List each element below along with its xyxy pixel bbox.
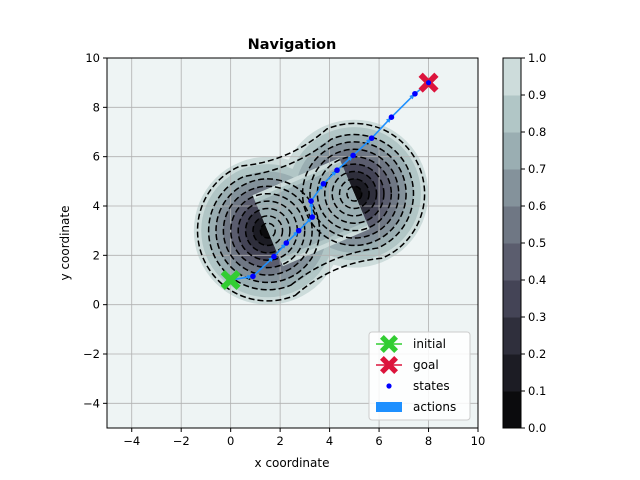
- contour-line: [215, 178, 321, 284]
- state-point: [334, 167, 340, 174]
- legend-goal-icon: [380, 356, 398, 374]
- contour-line: [222, 185, 313, 276]
- colorbar-tick-label: 0.6: [528, 199, 546, 213]
- colorbar-tick-label: 1.0: [528, 51, 546, 65]
- colorbar-tick-label: 0.2: [528, 347, 546, 361]
- initial-marker: [220, 270, 241, 290]
- x-tick-label: 4: [326, 434, 333, 448]
- legend-label: states: [413, 379, 450, 393]
- contour-line: [324, 163, 385, 224]
- colorbar: 0.0 0.1 0.2 0.3 0.4 0.5 0.6 0.7 0.8 0.9 1.0: [502, 51, 546, 435]
- legend-label: goal: [413, 358, 439, 372]
- y-tick-label: 0: [93, 298, 100, 312]
- legend-states-icon: [386, 383, 392, 389]
- legend-frame: [368, 331, 471, 421]
- contour-line: [259, 222, 276, 239]
- colorbar-tick-label: 0.9: [528, 88, 546, 102]
- x-tick-label: 2: [276, 434, 283, 448]
- state-point: [250, 273, 256, 280]
- contour-lines: [196, 122, 426, 302]
- contour-line: [331, 170, 378, 217]
- colorbar-tick-label: 0.4: [528, 273, 546, 287]
- colorbar-segment: [503, 354, 521, 392]
- x-tick-label: 8: [425, 434, 432, 448]
- legend: initial goal states actions: [368, 331, 471, 421]
- colorbar-tick-label: 0.7: [528, 162, 546, 176]
- plot-frame: [106, 57, 479, 429]
- colorbar-segment: [503, 391, 521, 429]
- y-tick-label: −2: [83, 347, 100, 361]
- y-tick-label: 4: [93, 199, 100, 213]
- state-point: [412, 90, 418, 97]
- legend-label: initial: [413, 337, 446, 351]
- colorbar-segment: [503, 243, 521, 281]
- action-arrow: [390, 93, 416, 118]
- y-tick-label: 6: [93, 150, 100, 164]
- contour-line-outer: [196, 122, 426, 302]
- goal-state-point: [425, 80, 432, 86]
- x-tick-label: 10: [471, 434, 486, 448]
- x-tick-label: −4: [123, 434, 140, 448]
- state-point: [295, 227, 302, 234]
- y-tick-label: 10: [85, 51, 100, 65]
- y-tick-label: 8: [93, 100, 100, 114]
- legend-initial-icon: [380, 335, 398, 353]
- legend-item-states: states: [386, 379, 450, 393]
- contour-line: [252, 215, 284, 247]
- colorbar-tick-label: 0.8: [528, 125, 546, 139]
- colorbar-tick-label: 0.5: [528, 236, 546, 250]
- action-arrow-head: [309, 201, 314, 207]
- plot-area: [107, 58, 478, 428]
- y-tick-label: −4: [83, 396, 100, 410]
- state-point: [309, 214, 316, 220]
- y-tick-label: 2: [93, 248, 100, 262]
- contour-line: [230, 192, 306, 269]
- x-tick-label: 0: [227, 434, 234, 448]
- endpoint-markers: [220, 72, 439, 290]
- y-axis-ticks: −4 −2 0 2 4 6 8 10: [83, 51, 107, 410]
- state-point: [283, 240, 290, 246]
- chart-title: Navigation: [248, 37, 337, 53]
- x-axis-label: x coordinate: [255, 456, 330, 470]
- colorbar-segment: [503, 169, 521, 207]
- x-axis-ticks: −4 −2 0 2 4 6 8 10: [123, 428, 485, 448]
- colorbar-segment: [503, 58, 521, 96]
- colorbar-tick-label: 0.1: [528, 384, 546, 398]
- contour-line: [301, 141, 407, 247]
- contour-line: [338, 178, 370, 210]
- state-point: [368, 135, 375, 141]
- state-point: [271, 253, 277, 260]
- legend-item-goal: goal: [376, 356, 439, 374]
- state-point: [320, 181, 327, 187]
- y-axis-label: y coordinate: [58, 206, 72, 281]
- contour-bridge: [255, 165, 367, 259]
- colorbar-segment: [503, 132, 521, 170]
- colorbar-tick-label: 0.0: [528, 421, 546, 435]
- colorbar-tick-label: 0.3: [528, 310, 546, 324]
- legend-item-actions: actions: [376, 400, 456, 414]
- x-tick-label: −2: [173, 434, 190, 448]
- colorbar-segment: [503, 95, 521, 133]
- state-point: [308, 198, 314, 204]
- contour-line: [309, 148, 400, 239]
- colorbar-segment: [503, 206, 521, 244]
- state-point: [388, 114, 395, 120]
- legend-label: actions: [413, 400, 456, 414]
- state-point: [350, 152, 356, 159]
- action-arrows: [230, 82, 430, 281]
- contour-line-outer: [207, 133, 415, 291]
- contour-line: [244, 207, 291, 254]
- colorbar-segment: [503, 280, 521, 318]
- state-points: [250, 79, 432, 280]
- x-tick-label: 6: [375, 434, 382, 448]
- contour-line: [346, 185, 363, 202]
- legend-actions-icon: [376, 402, 402, 412]
- colorbar-segment: [503, 317, 521, 355]
- legend-item-initial: initial: [376, 335, 446, 353]
